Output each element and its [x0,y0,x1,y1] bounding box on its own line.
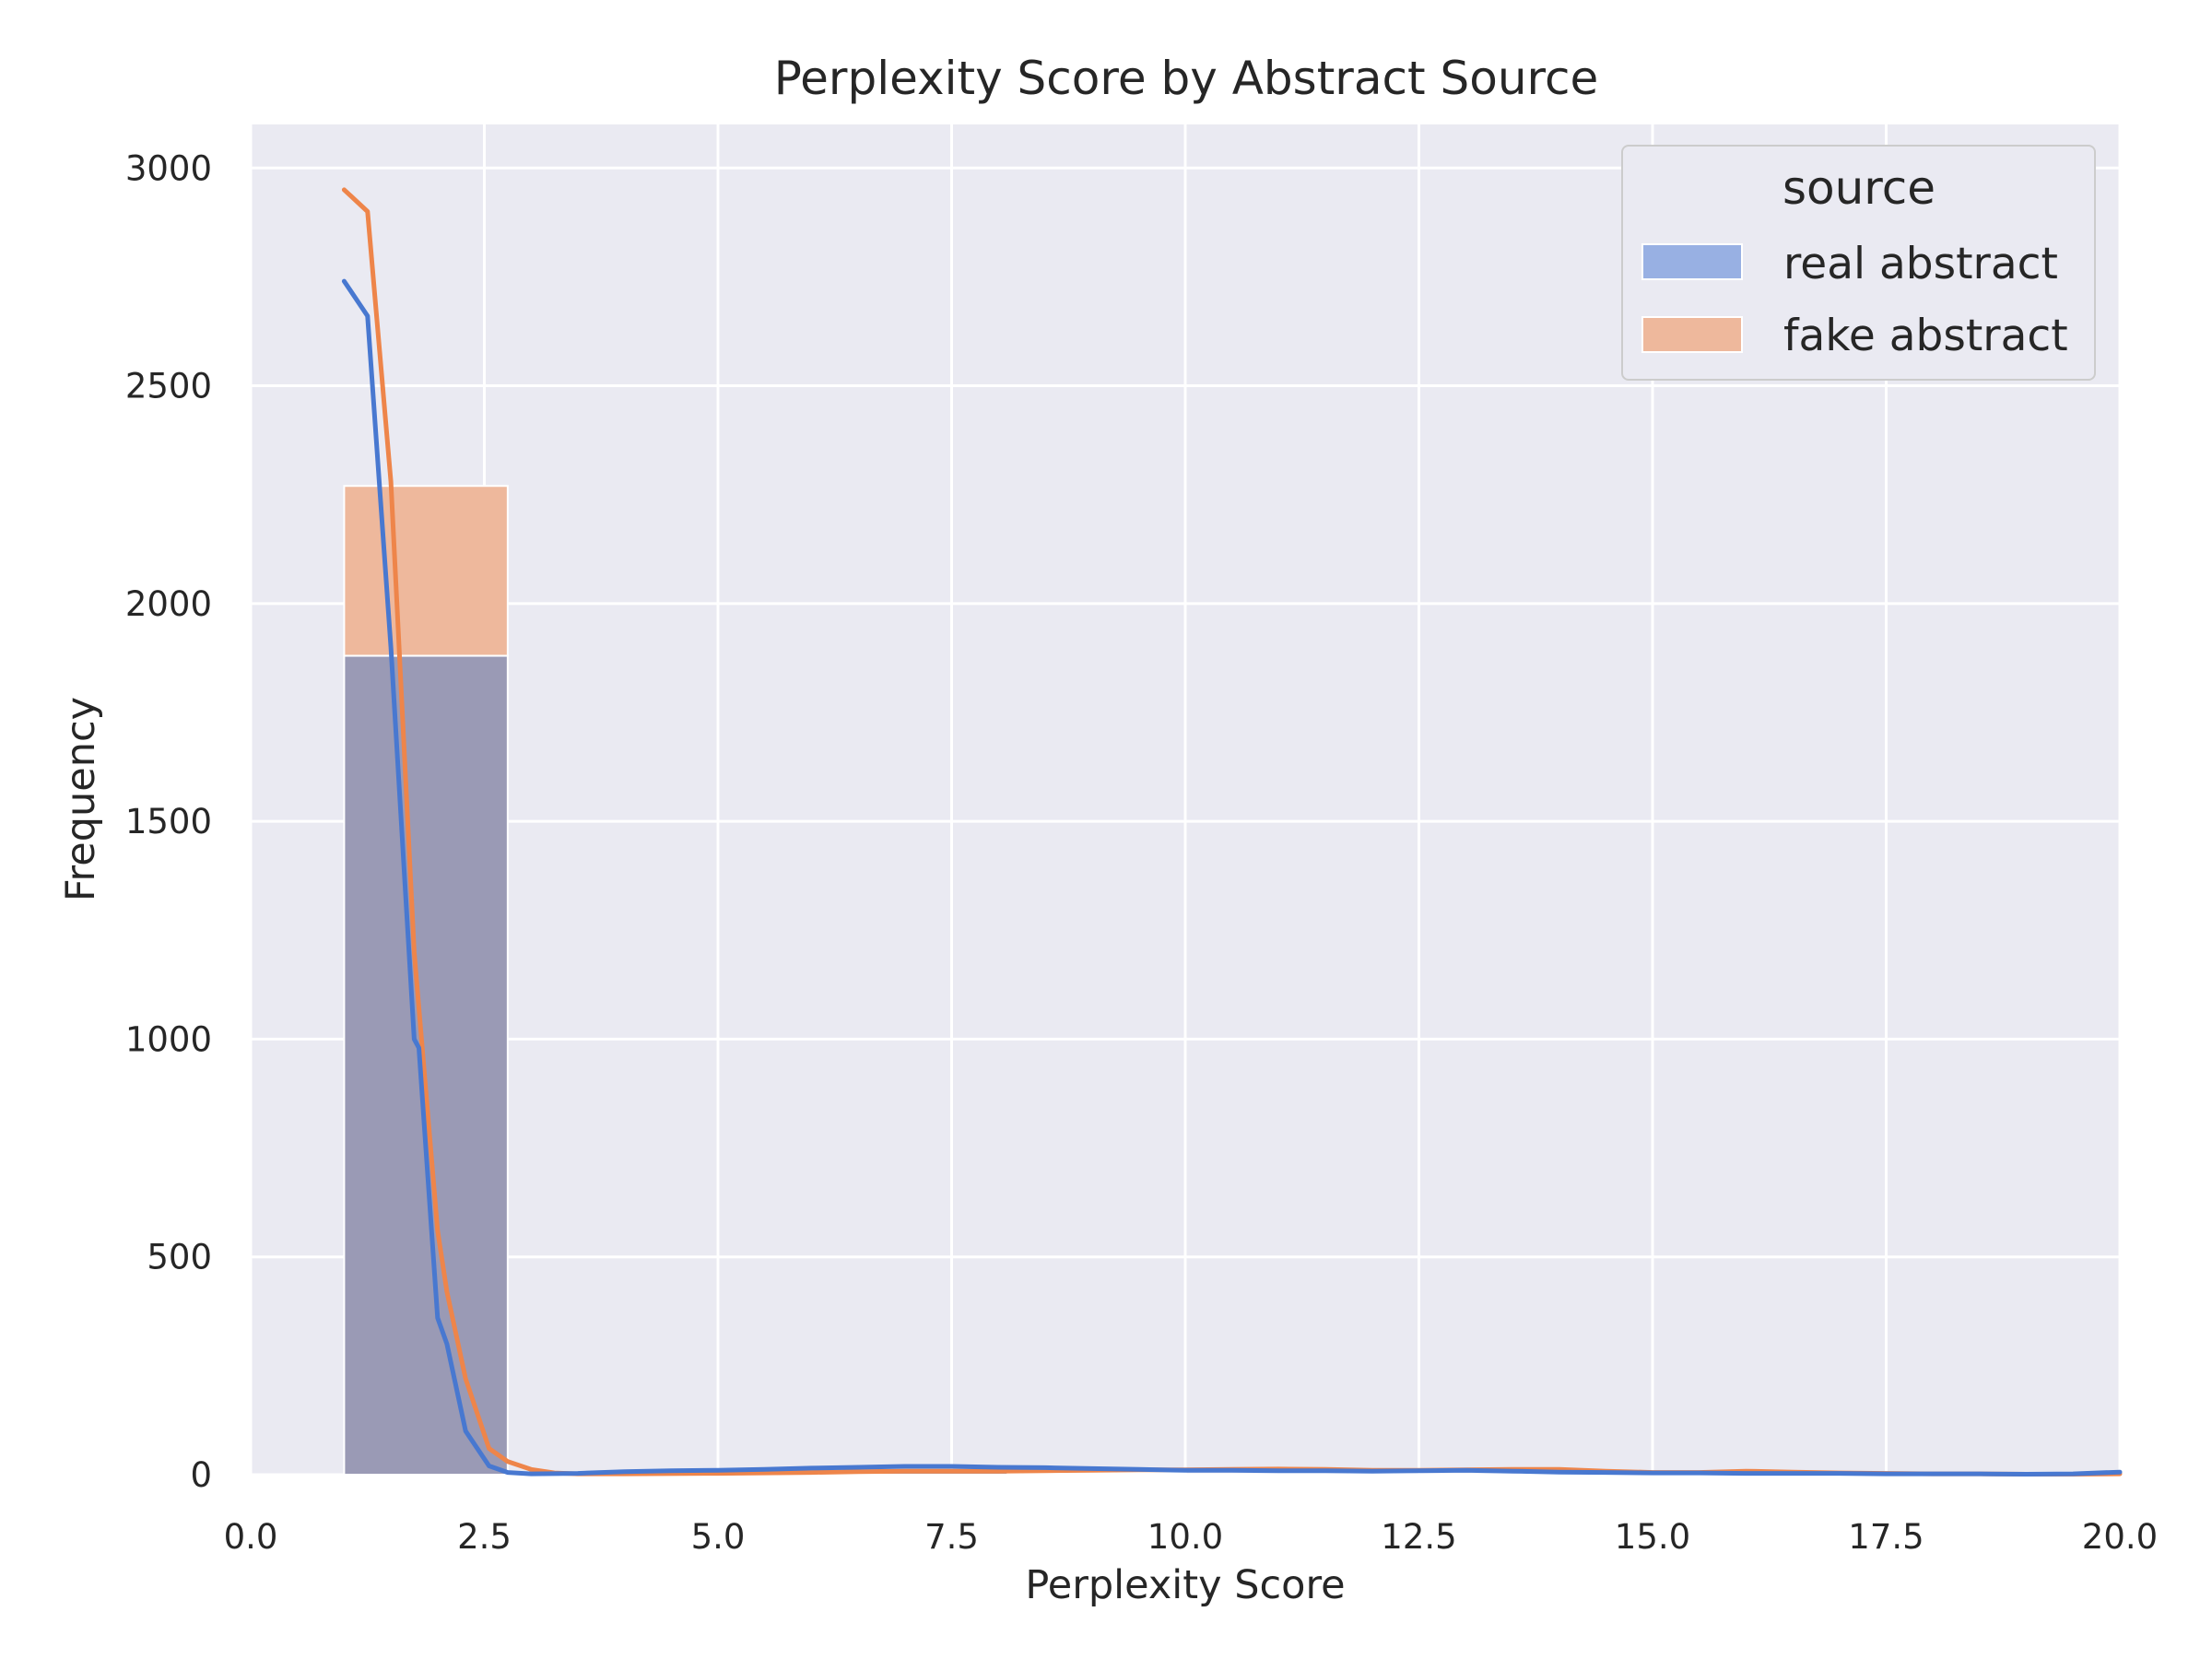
legend-label-fake-abstract: fake abstract [1783,311,2068,361]
x-tick-label: 15.0 [1615,1517,1690,1557]
kde-curves [341,187,2123,1477]
legend-swatch-real-abstract [1641,243,1743,280]
x-tick-label: 7.5 [924,1517,979,1557]
legend-swatch-fake-abstract [1641,316,1743,353]
x-axis-label: Perplexity Score [1025,1562,1345,1608]
x-tick-label: 5.0 [691,1517,746,1557]
y-tick-label: 3000 [125,148,212,188]
bar-overlap-real-fake [343,654,509,1476]
x-axis-ticks: 0.0 2.5 5.0 7.5 10.0 12.5 15.0 17.5 20.0 [224,1517,2159,1557]
legend: source real abstract fake abstract [1621,145,2096,381]
bar-small-bin [1006,1472,1186,1476]
kde-line-real-abstract [341,278,2123,1477]
x-tick-label: 12.5 [1381,1517,1456,1557]
x-tick-label: 2.5 [457,1517,512,1557]
x-tick-label: 17.5 [1848,1517,1924,1557]
x-tick-label: 20.0 [2082,1517,2158,1557]
x-tick-label: 0.0 [224,1517,278,1557]
y-tick-label: 2500 [125,367,212,406]
histogram-bars [343,485,1186,1477]
y-tick-label: 500 [147,1238,212,1277]
legend-title: source [1783,161,1936,215]
x-tick-label: 10.0 [1147,1517,1223,1557]
y-axis-ticks: 0 500 1000 1500 2000 2500 3000 [125,148,212,1495]
y-tick-label: 1000 [125,1019,212,1059]
y-tick-label: 1500 [125,802,212,841]
y-tick-label: 0 [190,1455,212,1495]
y-tick-label: 2000 [125,584,212,624]
bar-fake-abstract-excess [343,485,509,657]
y-axis-label: Frequency [58,697,104,901]
legend-label-real-abstract: real abstract [1783,239,2058,289]
chart-title: Perplexity Score by Abstract Source [774,52,1598,105]
